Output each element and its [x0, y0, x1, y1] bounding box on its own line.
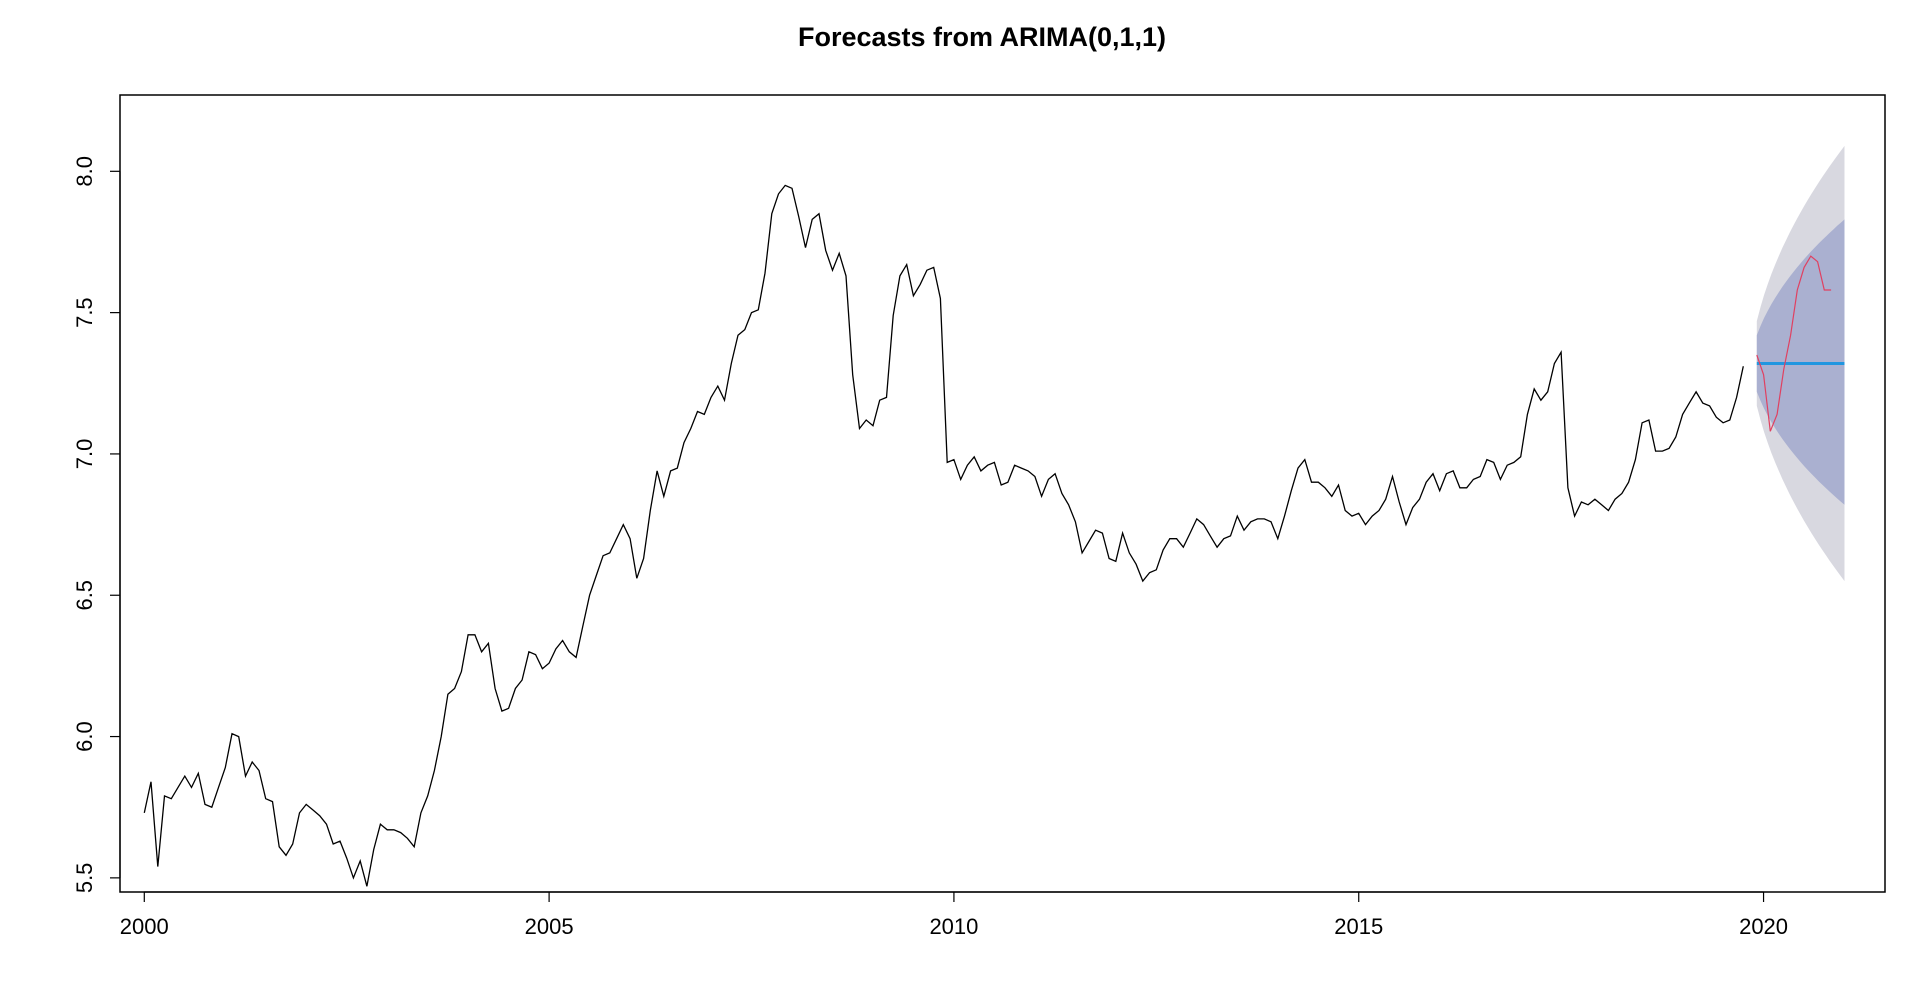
axes: 2000 2005 2010 2015 2020 5.5 6.0 6.5 7.0 7.5 8.0: [72, 156, 1788, 939]
chart-title: Forecasts from ARIMA(0,1,1): [798, 22, 1166, 52]
y-tick-label: 5.5: [72, 863, 97, 894]
y-tick-label: 7.0: [72, 439, 97, 470]
observed-series-line: [143, 184, 1744, 887]
x-tick-label: 2015: [1334, 914, 1383, 939]
x-tick-label: 2020: [1739, 914, 1788, 939]
series-layer: [143, 184, 1845, 887]
y-tick-label: 6.5: [72, 580, 97, 611]
actual-holdout-series-line: [1756, 255, 1832, 432]
x-tick-label: 2000: [120, 914, 169, 939]
plot-frame: [119, 94, 1886, 893]
x-tick-label: 2010: [929, 914, 978, 939]
y-tick-label: 7.5: [72, 297, 97, 328]
x-tick-label: 2005: [525, 914, 574, 939]
y-tick-label: 8.0: [72, 156, 97, 187]
y-tick-label: 6.0: [72, 721, 97, 752]
